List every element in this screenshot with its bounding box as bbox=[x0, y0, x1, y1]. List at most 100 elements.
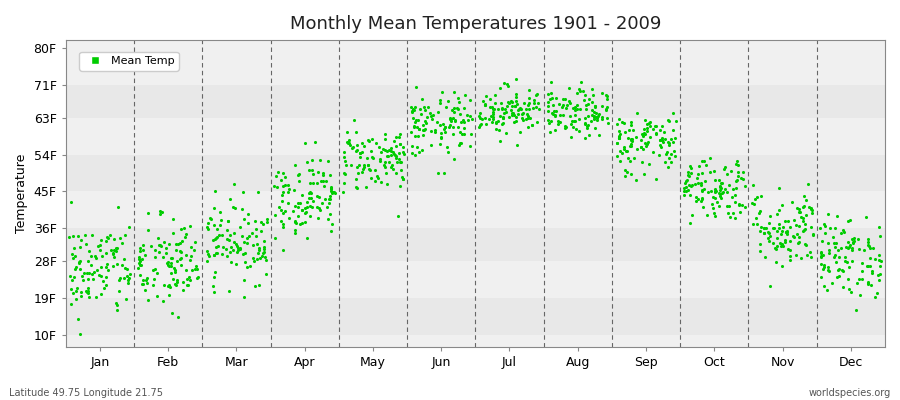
Point bbox=[580, 122, 595, 128]
Point bbox=[509, 76, 524, 83]
Point bbox=[528, 92, 543, 98]
Point bbox=[832, 254, 847, 260]
Point bbox=[495, 114, 509, 120]
Point bbox=[201, 251, 215, 258]
Point bbox=[88, 253, 103, 259]
Point bbox=[447, 105, 462, 111]
Point bbox=[860, 241, 875, 248]
Point bbox=[652, 127, 667, 133]
Point bbox=[496, 115, 510, 122]
Point bbox=[248, 283, 262, 290]
Point bbox=[505, 109, 519, 116]
Point bbox=[81, 276, 95, 282]
Point bbox=[338, 149, 352, 155]
Point bbox=[362, 165, 376, 172]
Point bbox=[570, 90, 584, 96]
Point bbox=[708, 177, 723, 184]
Point bbox=[101, 267, 115, 273]
Point bbox=[641, 139, 655, 145]
Point bbox=[779, 228, 794, 234]
Point bbox=[585, 112, 599, 119]
Point bbox=[80, 270, 94, 276]
Point bbox=[572, 88, 587, 94]
Point bbox=[582, 96, 597, 102]
Point bbox=[248, 233, 263, 239]
Point bbox=[790, 231, 805, 237]
Point bbox=[714, 180, 728, 186]
Point bbox=[595, 116, 609, 122]
Point bbox=[188, 239, 202, 245]
Point bbox=[103, 232, 117, 238]
Point bbox=[526, 104, 540, 111]
Point bbox=[456, 117, 471, 124]
Point bbox=[325, 190, 339, 197]
Point bbox=[235, 206, 249, 213]
Point bbox=[516, 117, 530, 123]
Point bbox=[133, 245, 148, 252]
Point bbox=[531, 100, 545, 106]
Point bbox=[828, 252, 842, 258]
Point bbox=[624, 122, 638, 129]
Point bbox=[814, 238, 829, 244]
Point bbox=[423, 128, 437, 134]
Point bbox=[620, 147, 634, 154]
Point bbox=[827, 254, 842, 260]
Point bbox=[433, 122, 447, 128]
Point bbox=[683, 170, 698, 176]
Point bbox=[493, 138, 508, 144]
Point bbox=[338, 171, 352, 178]
Point bbox=[831, 267, 845, 274]
Point bbox=[381, 153, 395, 159]
Point bbox=[456, 131, 471, 137]
Point bbox=[433, 141, 447, 148]
Point bbox=[579, 106, 593, 112]
Point bbox=[486, 116, 500, 122]
Point bbox=[437, 128, 452, 135]
Point bbox=[634, 144, 648, 150]
Point bbox=[791, 240, 806, 247]
Point bbox=[152, 242, 166, 248]
Point bbox=[316, 171, 330, 178]
Point bbox=[115, 240, 130, 247]
Point bbox=[495, 121, 509, 127]
Point bbox=[522, 100, 536, 107]
Point bbox=[368, 167, 382, 173]
Point bbox=[556, 96, 571, 102]
Point bbox=[716, 166, 731, 172]
Point bbox=[678, 180, 692, 186]
Point bbox=[340, 140, 355, 146]
Point bbox=[780, 231, 795, 237]
Point bbox=[169, 278, 184, 285]
Point bbox=[694, 196, 708, 202]
Point bbox=[302, 190, 317, 196]
Point bbox=[624, 137, 638, 143]
Point bbox=[546, 101, 561, 108]
Point bbox=[562, 98, 576, 104]
Point bbox=[851, 236, 866, 242]
Point bbox=[871, 272, 886, 278]
Point bbox=[252, 254, 266, 261]
Point bbox=[508, 113, 523, 120]
Point bbox=[395, 149, 410, 155]
Point bbox=[310, 204, 324, 210]
Point bbox=[566, 124, 580, 130]
Point bbox=[716, 180, 730, 186]
Point bbox=[682, 220, 697, 226]
Point bbox=[409, 84, 423, 90]
Point bbox=[289, 220, 303, 226]
Point bbox=[411, 116, 426, 123]
Point bbox=[294, 192, 309, 198]
Point bbox=[275, 247, 290, 253]
Point bbox=[619, 169, 634, 176]
Point bbox=[827, 240, 842, 246]
Point bbox=[703, 155, 717, 162]
Point bbox=[862, 263, 877, 270]
Point bbox=[652, 137, 667, 144]
Point bbox=[763, 233, 778, 239]
Point bbox=[733, 209, 747, 215]
Point bbox=[312, 194, 327, 200]
Point bbox=[822, 246, 836, 253]
Point bbox=[238, 250, 252, 256]
Point bbox=[272, 204, 286, 210]
Point bbox=[451, 95, 465, 102]
